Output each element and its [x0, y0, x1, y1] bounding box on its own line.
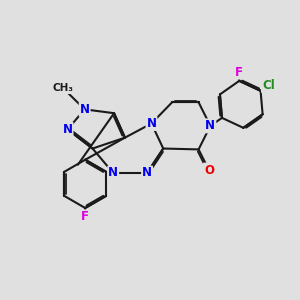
Text: N: N: [63, 123, 73, 136]
Text: F: F: [81, 210, 89, 223]
Text: N: N: [80, 103, 90, 116]
Text: N: N: [108, 167, 118, 179]
Text: N: N: [142, 167, 152, 179]
Text: F: F: [235, 66, 242, 79]
Text: CH₃: CH₃: [52, 83, 74, 93]
Text: N: N: [146, 117, 157, 130]
Text: N: N: [206, 119, 215, 132]
Text: O: O: [204, 164, 214, 176]
Text: Cl: Cl: [262, 79, 275, 92]
